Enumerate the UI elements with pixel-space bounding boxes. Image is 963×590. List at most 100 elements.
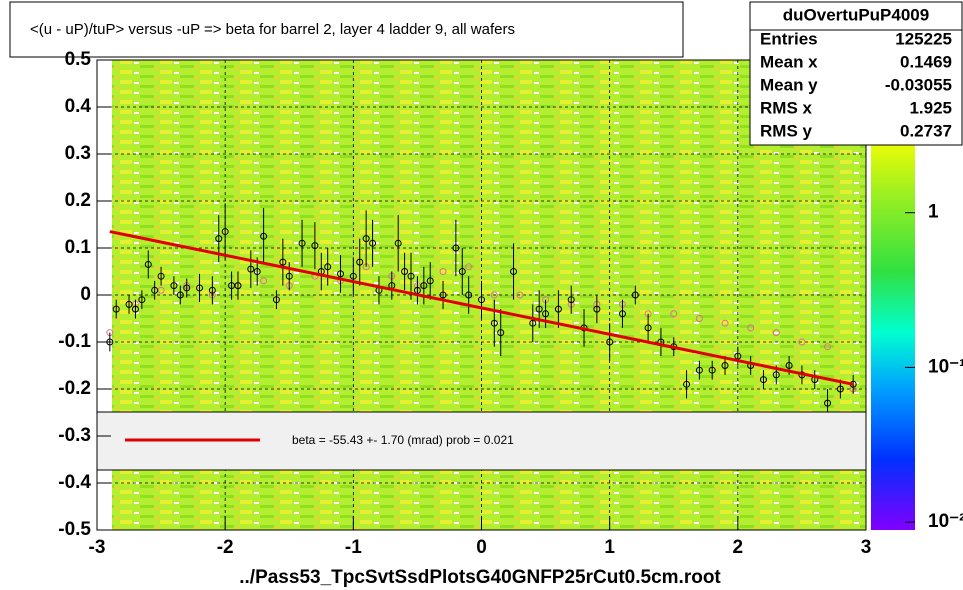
data-point	[497, 329, 505, 337]
data-point	[824, 399, 832, 407]
y-tick-label: 0.5	[65, 49, 92, 70]
data-point	[510, 268, 518, 275]
z-tick-label: 10⁻²	[928, 511, 963, 532]
profile-point	[747, 324, 755, 332]
data-point	[721, 362, 729, 369]
data-point	[125, 300, 133, 308]
data-point	[567, 296, 575, 304]
title-box	[9, 1, 684, 58]
data-point	[458, 268, 466, 275]
data-point	[157, 272, 165, 280]
x-tick-label: -1	[345, 537, 362, 558]
data-point	[112, 305, 120, 313]
stats-box	[749, 1, 963, 146]
data-point	[272, 296, 280, 304]
data-point	[215, 235, 223, 243]
data-point	[196, 284, 204, 292]
x-tick-label: -3	[89, 537, 106, 558]
profile-point	[516, 291, 524, 299]
data-point	[683, 380, 691, 388]
data-point	[535, 305, 543, 313]
data-point	[253, 268, 261, 275]
data-point	[606, 338, 614, 346]
data-point	[490, 319, 498, 327]
stats-value: 0.1469	[900, 52, 952, 71]
y-tick-label: -0.5	[58, 519, 91, 540]
profile-point	[670, 310, 678, 318]
data-point	[349, 272, 357, 280]
z-tick-label: 10⁻¹	[928, 356, 963, 377]
data-point	[542, 310, 550, 318]
data-point	[426, 277, 434, 285]
data-point	[176, 291, 184, 299]
stats-label: RMS x	[760, 98, 813, 117]
data-point	[836, 385, 844, 393]
data-point	[279, 258, 287, 266]
data-point	[759, 376, 767, 384]
stats-value: 0.2737	[900, 121, 952, 140]
data-point	[394, 239, 402, 247]
profile-point	[260, 277, 268, 285]
profile-point	[772, 329, 780, 337]
profile-point	[798, 338, 806, 346]
y-tick-label: -0.4	[58, 472, 91, 493]
y-tick-label: 0	[80, 284, 91, 305]
x-tick-label: -2	[217, 537, 234, 558]
data-point	[285, 272, 293, 280]
profile-point	[465, 263, 473, 271]
data-point	[407, 272, 415, 280]
stats-value: -0.03055	[885, 75, 952, 94]
x-tick-label: 3	[861, 537, 872, 558]
y-tick-label: 0.4	[65, 96, 92, 117]
data-point	[478, 296, 485, 304]
profile-point	[439, 268, 447, 275]
profile-point	[824, 343, 832, 351]
data-point	[420, 282, 428, 290]
chart-title: <(u - uP)/tuP> versus -uP => beta for ba…	[30, 21, 515, 38]
stats-label: Mean x	[760, 52, 818, 71]
data-point	[260, 232, 268, 240]
stats-label: Mean y	[760, 75, 818, 94]
y-tick-label: -0.3	[58, 425, 91, 446]
data-point	[298, 239, 306, 247]
data-point	[401, 268, 409, 275]
data-point	[362, 235, 370, 243]
y-tick-label: 0.3	[65, 143, 91, 164]
profile-point	[721, 319, 729, 327]
data-point	[593, 305, 601, 313]
data-point	[208, 286, 216, 294]
data-point	[772, 371, 780, 379]
y-tick-label: 0.1	[65, 237, 92, 258]
data-point	[452, 244, 460, 252]
data-point	[618, 310, 626, 318]
y-tick-label: 0.2	[65, 190, 91, 211]
stats-value: 125225	[895, 29, 952, 48]
data-point	[695, 366, 703, 374]
stats-name: duOvertuPuP4009	[783, 5, 929, 24]
data-point	[529, 319, 537, 327]
data-point	[337, 270, 345, 278]
x-tick-label: 0	[476, 537, 487, 558]
data-point	[234, 282, 242, 290]
data-point	[708, 366, 716, 374]
data-point	[324, 263, 332, 271]
data-point	[369, 239, 377, 247]
data-point	[144, 260, 152, 268]
z-tick-label: 1	[928, 202, 939, 223]
data-point	[221, 228, 229, 236]
data-point	[465, 291, 473, 299]
data-point	[170, 282, 178, 290]
data-point	[138, 296, 146, 304]
data-point	[247, 265, 255, 273]
data-point	[151, 286, 159, 294]
data-point	[554, 305, 562, 313]
x-tick-label: 1	[604, 537, 615, 558]
data-point	[644, 324, 652, 332]
y-tick-label: -0.1	[58, 331, 91, 352]
fit-line	[109, 230, 854, 386]
data-point	[356, 258, 364, 266]
x-axis-label: ../Pass53_TpcSvtSsdPlotsG40GNFP25rCut0.5…	[239, 567, 721, 588]
legend-text: beta = -55.43 +- 1.70 (mrad) prob = 0.02…	[292, 433, 514, 447]
data-point	[631, 291, 639, 299]
